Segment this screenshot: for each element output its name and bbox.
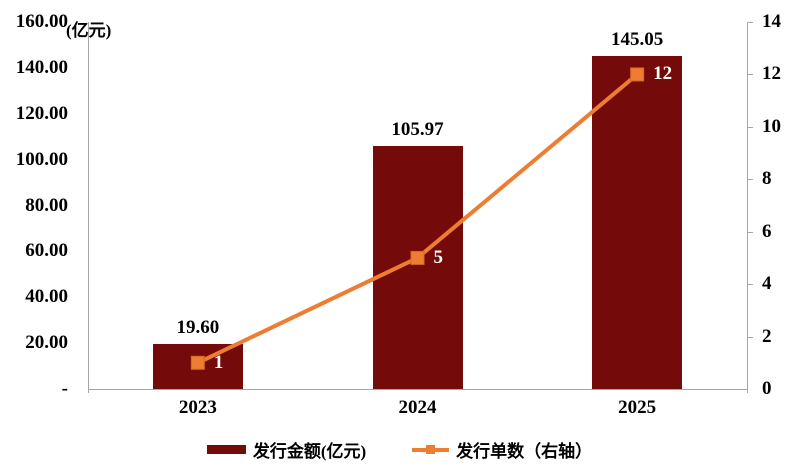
legend-label-bar-series: 发行金额(亿元)	[252, 442, 367, 461]
legend-item-bar-series: 发行金额(亿元)	[206, 437, 367, 462]
left-axis-tick-label: 80.00	[25, 194, 68, 216]
bar-value-label: 145.05	[611, 29, 664, 51]
left-axis-tick-label: 160.00	[15, 11, 68, 32]
right-axis-tick-label: 6	[762, 220, 772, 242]
right-axis-tick-label: 14	[762, 11, 781, 32]
bar-value-label: 19.60	[176, 317, 220, 339]
right-axis-tick-mark	[748, 284, 753, 286]
bar-2025	[592, 56, 683, 389]
line-series-marker-swatch	[426, 444, 436, 454]
line-value-label: 12	[653, 63, 673, 85]
legend: 发行金额(亿元) 发行单数（右轴）	[0, 437, 799, 462]
right-axis-tick-mark	[748, 336, 753, 338]
right-axis-tick-mark	[748, 231, 753, 233]
left-axis-tick-label: 140.00	[15, 56, 68, 78]
x-axis-line	[88, 389, 748, 390]
right-axis-tick-mark	[748, 179, 753, 181]
bar-series-swatch	[206, 445, 246, 454]
right-axis-tick-label: 0	[762, 378, 772, 399]
right-axis-tick-label: 12	[762, 63, 781, 85]
right-axis-tick-mark	[748, 74, 753, 76]
bar-2024	[372, 145, 463, 389]
right-axis-tick-label: 10	[762, 115, 781, 137]
right-axis-tick-mark	[748, 126, 753, 128]
x-axis-label-2025: 2025	[618, 397, 657, 418]
right-axis-tick-label: 4	[762, 273, 772, 295]
left-axis-tick-label: 40.00	[25, 286, 68, 308]
x-axis-label-2024: 2024	[398, 397, 437, 418]
left-axis-tick-label: 20.00	[25, 332, 68, 354]
line-series-swatch	[412, 444, 450, 454]
right-axis-line	[747, 22, 748, 393]
left-axis-tick-label: 120.00	[15, 102, 68, 124]
left-axis-tick-label: 60.00	[25, 240, 68, 262]
left-axis-tick-label: 100.00	[15, 148, 68, 170]
right-axis-tick-label: 2	[762, 325, 772, 347]
legend-label-line-series: 发行单数（右轴）	[456, 442, 593, 461]
right-axis-tick-label: 8	[762, 168, 772, 190]
bar-value-label: 105.97	[391, 118, 444, 140]
bar-2023	[152, 344, 243, 389]
left-axis-tick-label: -	[61, 378, 68, 399]
line-value-label: 1	[213, 351, 224, 373]
legend-item-line-series: 发行单数（右轴）	[412, 437, 592, 462]
right-axis-tick-mark	[748, 22, 753, 23]
line-value-label: 5	[433, 246, 444, 268]
left-axis-line	[88, 22, 89, 393]
x-axis-label-2023: 2023	[178, 397, 217, 418]
